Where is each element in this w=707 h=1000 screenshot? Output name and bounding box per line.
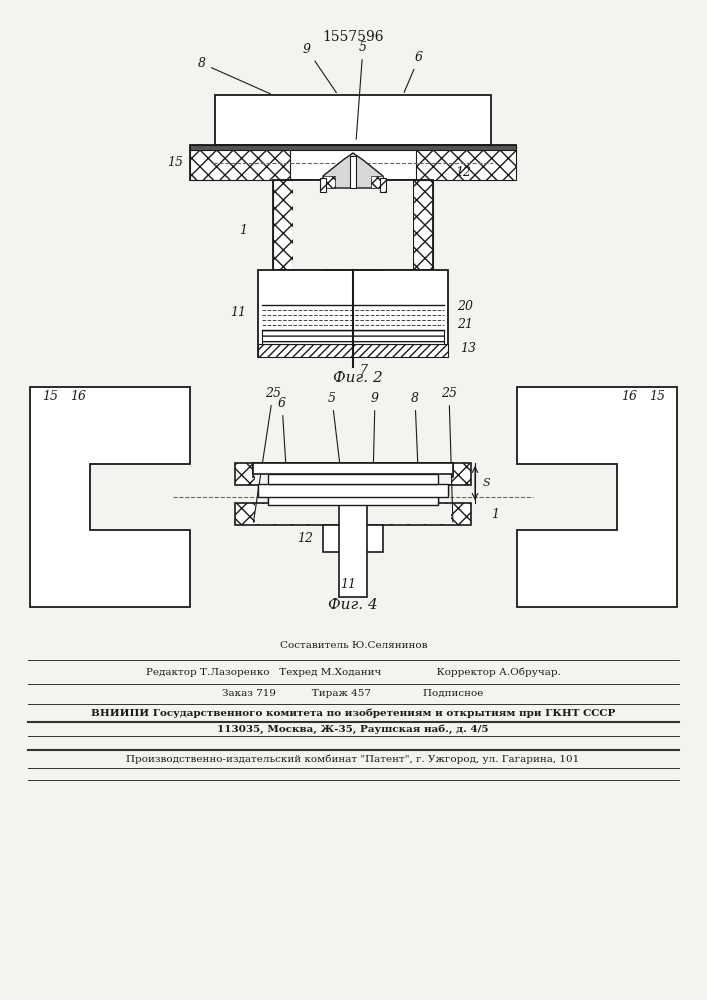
- Bar: [413, 180, 433, 270]
- Bar: [215, 95, 491, 145]
- Text: Фиг. 2: Фиг. 2: [333, 371, 383, 385]
- Bar: [190, 145, 290, 180]
- Bar: [258, 270, 448, 357]
- Text: 15: 15: [649, 390, 665, 403]
- Text: 7: 7: [359, 364, 367, 377]
- Bar: [262, 330, 444, 344]
- Text: 11: 11: [230, 306, 246, 320]
- Text: 6: 6: [404, 51, 423, 92]
- Bar: [380, 178, 386, 192]
- Text: 15: 15: [167, 155, 183, 168]
- Bar: [323, 525, 383, 552]
- Text: Заказ 719           Тираж 457                Подписное: Заказ 719 Тираж 457 Подписное: [222, 690, 484, 698]
- Text: 8: 8: [198, 57, 271, 94]
- Text: Составитель Ю.Селянинов: Составитель Ю.Селянинов: [280, 641, 428, 650]
- Bar: [253, 463, 453, 474]
- Text: 113035, Москва, Ж-35, Раушская наб., д. 4/5: 113035, Москва, Ж-35, Раушская наб., д. …: [217, 724, 489, 734]
- Text: Производственно-издательский комбинат "Патент", г. Ужгород, ул. Гагарина, 101: Производственно-издательский комбинат "П…: [127, 754, 580, 764]
- Text: 15: 15: [42, 390, 58, 403]
- Text: 16: 16: [621, 390, 637, 403]
- Polygon shape: [371, 176, 383, 188]
- Bar: [258, 485, 448, 495]
- Bar: [268, 495, 438, 503]
- Text: 16: 16: [70, 390, 86, 403]
- Text: 6: 6: [278, 397, 288, 496]
- Text: 8: 8: [411, 392, 419, 466]
- Bar: [416, 145, 516, 180]
- Bar: [268, 474, 438, 484]
- Polygon shape: [323, 176, 335, 188]
- Text: 5: 5: [328, 392, 343, 488]
- Bar: [253, 463, 453, 477]
- Text: ВНИИПИ Государственного комитета по изобретениям и открытиям при ГКНТ СССР: ВНИИПИ Государственного комитета по изоб…: [90, 708, 615, 718]
- Bar: [258, 344, 448, 357]
- Bar: [339, 497, 367, 597]
- Bar: [273, 180, 293, 270]
- Text: Фиг. 4: Фиг. 4: [328, 598, 378, 612]
- Bar: [268, 495, 438, 505]
- Bar: [268, 477, 438, 485]
- Text: 21: 21: [457, 318, 473, 332]
- Text: 9: 9: [371, 392, 379, 477]
- Text: 5: 5: [356, 41, 367, 139]
- Text: 12: 12: [455, 165, 471, 178]
- Bar: [320, 178, 326, 192]
- Polygon shape: [517, 387, 677, 607]
- Text: 20: 20: [457, 300, 473, 314]
- Bar: [190, 145, 516, 150]
- Text: 1557596: 1557596: [322, 30, 384, 44]
- Text: 25: 25: [441, 387, 457, 522]
- Bar: [258, 484, 448, 497]
- Text: 12: 12: [297, 532, 313, 546]
- Bar: [255, 464, 451, 484]
- Bar: [235, 463, 471, 485]
- Polygon shape: [323, 153, 383, 188]
- Text: 11: 11: [340, 578, 356, 591]
- Polygon shape: [30, 387, 190, 607]
- Bar: [190, 145, 516, 180]
- Text: S: S: [482, 478, 490, 488]
- Bar: [255, 504, 451, 524]
- Text: 1: 1: [239, 224, 247, 236]
- Text: 13: 13: [460, 342, 476, 356]
- Bar: [350, 156, 356, 188]
- Text: 9: 9: [303, 43, 337, 93]
- Bar: [273, 180, 433, 270]
- Text: 25: 25: [253, 387, 281, 522]
- Bar: [235, 503, 471, 525]
- Text: 1: 1: [491, 508, 499, 522]
- Text: Редактор Т.Лазоренко   Техред М.Ходанич                 Корректор А.Обручар.: Редактор Т.Лазоренко Техред М.Ходанич Ко…: [146, 667, 561, 677]
- Bar: [293, 180, 413, 270]
